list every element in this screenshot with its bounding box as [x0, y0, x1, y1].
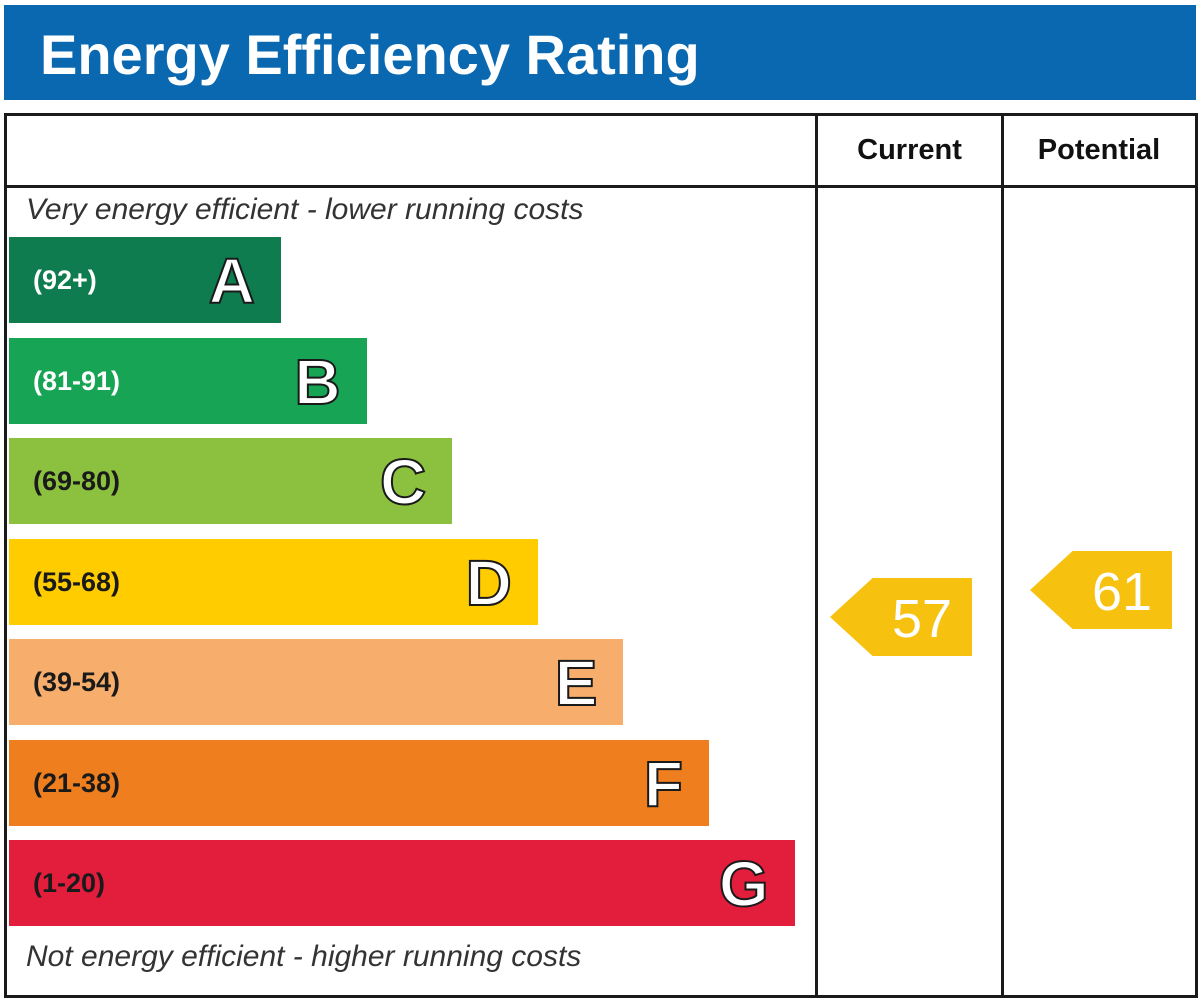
band-a: (92+) A: [9, 237, 281, 323]
band-f-range: (21-38): [33, 767, 121, 798]
column-header-potential: Potential: [1037, 134, 1161, 166]
band-c-letter: C: [379, 445, 427, 519]
band-g: (1-20) G: [9, 840, 795, 926]
column-header-current: Current: [857, 134, 962, 166]
band-d-range: (55-68): [33, 566, 121, 597]
band-d-letter: D: [465, 546, 513, 620]
column-divider-current: [815, 113, 818, 998]
band-f: (21-38) F: [9, 739, 709, 826]
band-a-range: (92+): [33, 265, 97, 295]
band-g-range: (1-20): [33, 868, 106, 898]
band-b-range: (81-91): [33, 365, 121, 396]
band-a-letter: A: [208, 244, 256, 318]
band-e-range: (39-54): [33, 667, 121, 697]
column-divider-potential: [1001, 113, 1004, 998]
caption-bottom: Not energy efficient - higher running co…: [26, 940, 582, 973]
chart-title: Energy Efficiency Rating: [40, 23, 700, 86]
caption-top: Very energy efficient - lower running co…: [26, 193, 584, 226]
band-e-letter: E: [554, 646, 599, 720]
band-c: (69-80) C: [9, 438, 453, 524]
band-b: (81-91) B: [9, 337, 367, 424]
arrow-potential-value: 61: [1091, 562, 1153, 622]
band-f-letter: F: [643, 747, 684, 821]
rating-table: [4, 113, 1198, 998]
band-g-letter: G: [718, 847, 770, 921]
band-e: (39-54) E: [9, 639, 624, 725]
band-d: (55-68) D: [9, 538, 538, 625]
header-divider: [4, 185, 1198, 188]
arrow-current-value: 57: [891, 589, 953, 649]
band-b-letter: B: [293, 345, 341, 419]
band-c-range: (69-80): [33, 466, 121, 496]
title-bar: Energy Efficiency Rating: [4, 5, 1196, 100]
